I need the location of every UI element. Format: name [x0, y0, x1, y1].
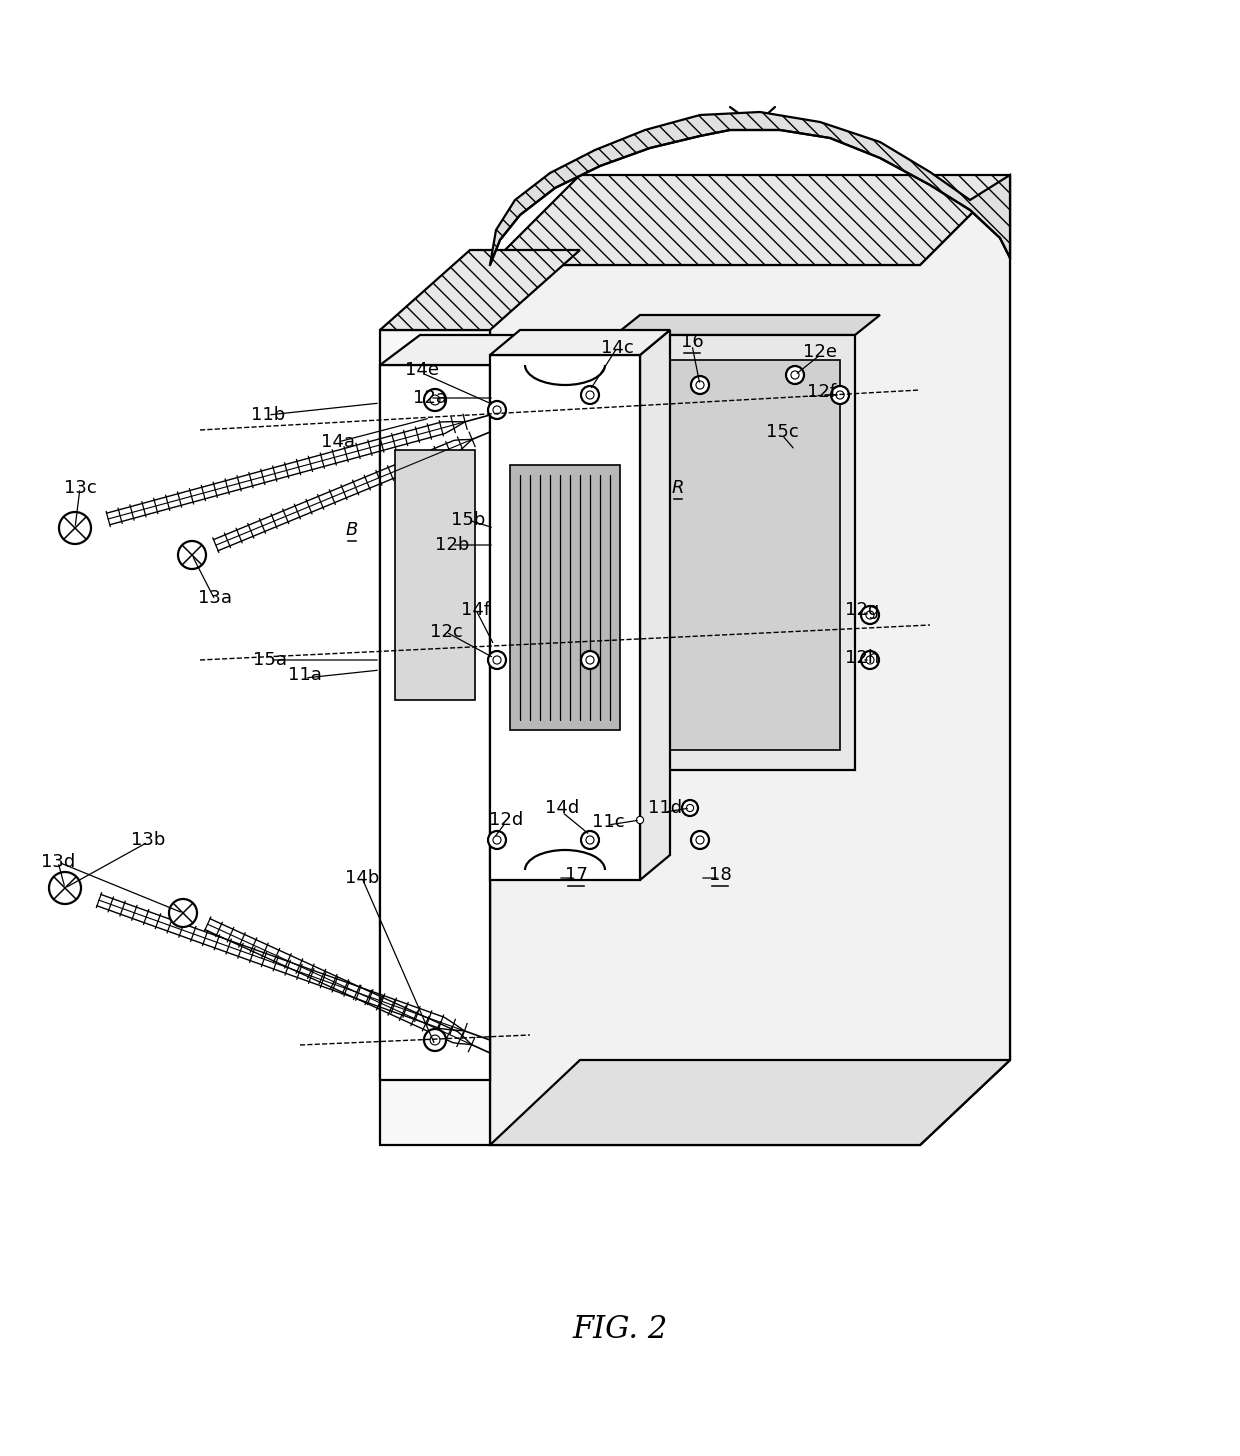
Polygon shape [379, 250, 580, 331]
Circle shape [587, 392, 594, 399]
Circle shape [430, 1035, 440, 1045]
Circle shape [587, 657, 594, 664]
Circle shape [582, 386, 599, 403]
Text: 14e: 14e [405, 361, 439, 379]
Polygon shape [510, 464, 620, 729]
Text: 13d: 13d [41, 853, 76, 871]
Polygon shape [490, 175, 1011, 1144]
Polygon shape [379, 335, 529, 365]
Polygon shape [615, 314, 880, 335]
Text: 11a: 11a [288, 665, 322, 684]
Text: 15b: 15b [451, 511, 485, 529]
Text: 14c: 14c [600, 339, 634, 357]
Text: 12e: 12e [804, 344, 837, 361]
Circle shape [866, 657, 874, 664]
Text: 14a: 14a [321, 432, 355, 451]
Polygon shape [396, 450, 475, 700]
Circle shape [861, 651, 879, 668]
Circle shape [582, 651, 599, 668]
Text: 14f: 14f [461, 601, 491, 619]
Polygon shape [490, 112, 1011, 265]
Text: 13c: 13c [63, 479, 97, 496]
Text: 15a: 15a [253, 651, 286, 668]
Circle shape [682, 799, 698, 815]
Polygon shape [490, 331, 670, 355]
Circle shape [696, 836, 704, 844]
Circle shape [791, 371, 799, 379]
Circle shape [636, 817, 644, 824]
Polygon shape [490, 175, 1011, 265]
Text: 12c: 12c [429, 623, 463, 641]
Circle shape [691, 831, 709, 849]
Text: 15c: 15c [765, 424, 799, 441]
Circle shape [494, 657, 501, 664]
Text: 11c: 11c [591, 812, 624, 831]
Circle shape [687, 804, 693, 811]
Text: 14b: 14b [345, 869, 379, 887]
Text: 11b: 11b [250, 406, 285, 424]
Circle shape [587, 836, 594, 844]
Text: 12g: 12g [844, 601, 879, 619]
Polygon shape [490, 355, 640, 879]
Circle shape [489, 651, 506, 668]
Circle shape [866, 612, 874, 619]
Polygon shape [379, 331, 490, 1144]
Polygon shape [615, 335, 856, 770]
Circle shape [424, 1029, 446, 1051]
Circle shape [50, 872, 81, 904]
Polygon shape [920, 175, 1011, 1144]
Circle shape [786, 365, 804, 384]
Text: 11d: 11d [649, 799, 682, 817]
Text: 12h: 12h [844, 649, 879, 667]
Circle shape [430, 395, 440, 405]
Circle shape [494, 836, 501, 844]
Circle shape [861, 606, 879, 625]
Circle shape [836, 392, 844, 399]
Text: B: B [346, 521, 358, 539]
Text: 13b: 13b [130, 831, 165, 849]
Text: 13a: 13a [198, 590, 232, 607]
Circle shape [632, 812, 649, 828]
Circle shape [691, 376, 709, 395]
Circle shape [169, 898, 197, 927]
Text: 16: 16 [681, 333, 703, 351]
Circle shape [489, 831, 506, 849]
Polygon shape [379, 365, 490, 1080]
Polygon shape [490, 1060, 1011, 1144]
Circle shape [582, 831, 599, 849]
Text: 12d: 12d [489, 811, 523, 828]
Circle shape [60, 513, 91, 545]
Circle shape [489, 400, 506, 419]
Polygon shape [630, 360, 839, 750]
Text: 12f: 12f [807, 383, 837, 400]
Text: 14d: 14d [544, 799, 579, 817]
Text: 17: 17 [564, 866, 588, 884]
Text: R: R [672, 479, 684, 496]
Circle shape [696, 381, 704, 389]
Text: 12b: 12b [435, 536, 469, 553]
Text: 12a: 12a [413, 389, 446, 408]
Circle shape [494, 406, 501, 414]
Circle shape [424, 389, 446, 411]
Text: FIG. 2: FIG. 2 [573, 1315, 667, 1345]
Circle shape [831, 386, 849, 403]
Polygon shape [640, 331, 670, 879]
Circle shape [179, 542, 206, 569]
Text: 18: 18 [708, 866, 732, 884]
